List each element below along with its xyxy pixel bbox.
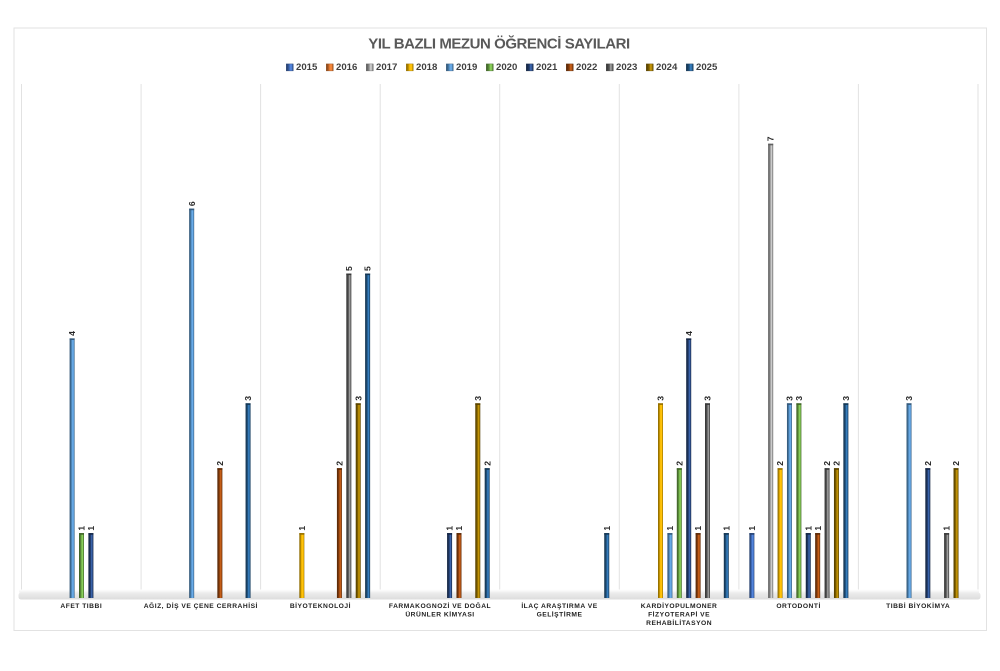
svg-text:2: 2 bbox=[832, 461, 842, 466]
svg-text:1: 1 bbox=[803, 526, 813, 531]
svg-text:1: 1 bbox=[445, 526, 455, 531]
svg-text:1: 1 bbox=[602, 526, 612, 531]
svg-text:5: 5 bbox=[363, 266, 373, 271]
svg-text:3: 3 bbox=[243, 396, 253, 401]
svg-text:4: 4 bbox=[67, 331, 77, 336]
svg-text:3: 3 bbox=[703, 396, 713, 401]
svg-text:1: 1 bbox=[942, 526, 952, 531]
svg-text:2: 2 bbox=[482, 461, 492, 466]
svg-text:3: 3 bbox=[656, 396, 666, 401]
svg-text:BİYOTEKNOLOJİ: BİYOTEKNOLOJİ bbox=[290, 601, 351, 610]
svg-text:2: 2 bbox=[775, 461, 785, 466]
svg-text:2019: 2019 bbox=[456, 62, 477, 73]
svg-text:1: 1 bbox=[693, 526, 703, 531]
svg-text:3: 3 bbox=[473, 396, 483, 401]
svg-text:5: 5 bbox=[344, 266, 354, 271]
svg-text:AĞIZ, DİŞ VE ÇENE CERRAHİSİ: AĞIZ, DİŞ VE ÇENE CERRAHİSİ bbox=[144, 601, 258, 610]
svg-text:1: 1 bbox=[454, 526, 464, 531]
svg-text:1: 1 bbox=[297, 526, 307, 531]
svg-text:2015: 2015 bbox=[296, 62, 318, 73]
svg-text:2016: 2016 bbox=[336, 62, 357, 73]
svg-text:ÜRÜNLER KİMYASI: ÜRÜNLER KİMYASI bbox=[405, 609, 474, 618]
svg-text:2023: 2023 bbox=[616, 62, 637, 73]
svg-text:6: 6 bbox=[187, 201, 197, 206]
svg-text:2: 2 bbox=[215, 461, 225, 466]
svg-text:2: 2 bbox=[674, 461, 684, 466]
svg-text:1: 1 bbox=[747, 526, 757, 531]
svg-text:3: 3 bbox=[785, 396, 795, 401]
svg-text:FİZYOTERAPİ VE: FİZYOTERAPİ VE bbox=[648, 609, 710, 618]
svg-text:2021: 2021 bbox=[536, 62, 558, 73]
svg-text:YIL BAZLI MEZUN ÖĞRENCİ SAYILA: YIL BAZLI MEZUN ÖĞRENCİ SAYILARI bbox=[368, 35, 630, 53]
svg-text:1: 1 bbox=[77, 526, 87, 531]
svg-text:1: 1 bbox=[665, 526, 675, 531]
svg-text:TIBBİ BİYOKİMYA: TIBBİ BİYOKİMYA bbox=[886, 601, 950, 610]
svg-text:FARMAKOGNOZİ VE DOĞAL: FARMAKOGNOZİ VE DOĞAL bbox=[389, 601, 491, 610]
svg-text:ORTODONTİ: ORTODONTİ bbox=[776, 601, 821, 610]
svg-text:2025: 2025 bbox=[696, 62, 718, 73]
svg-text:3: 3 bbox=[353, 396, 363, 401]
svg-text:2024: 2024 bbox=[656, 62, 678, 73]
svg-text:3: 3 bbox=[904, 396, 914, 401]
svg-text:1: 1 bbox=[721, 526, 731, 531]
svg-text:3: 3 bbox=[841, 396, 851, 401]
svg-text:2: 2 bbox=[951, 461, 961, 466]
svg-text:2022: 2022 bbox=[576, 62, 597, 73]
svg-text:KARDİYOPULMONER: KARDİYOPULMONER bbox=[641, 601, 718, 610]
svg-text:2020: 2020 bbox=[496, 62, 517, 73]
svg-text:1: 1 bbox=[813, 526, 823, 531]
svg-text:2: 2 bbox=[335, 461, 345, 466]
svg-text:GELİŞTİRME: GELİŞTİRME bbox=[537, 609, 583, 618]
svg-text:2: 2 bbox=[822, 461, 832, 466]
svg-text:2: 2 bbox=[923, 461, 933, 466]
svg-text:İLAÇ ARAŞTIRMA VE: İLAÇ ARAŞTIRMA VE bbox=[521, 601, 597, 610]
svg-text:7: 7 bbox=[766, 136, 776, 141]
svg-text:4: 4 bbox=[684, 331, 694, 336]
svg-text:2017: 2017 bbox=[376, 62, 397, 73]
svg-text:2018: 2018 bbox=[416, 62, 438, 73]
svg-text:REHABİLİTASYON: REHABİLİTASYON bbox=[646, 618, 712, 627]
svg-text:3: 3 bbox=[794, 396, 804, 401]
svg-text:AFET TIBBI: AFET TIBBI bbox=[60, 603, 102, 610]
svg-text:1: 1 bbox=[86, 526, 96, 531]
